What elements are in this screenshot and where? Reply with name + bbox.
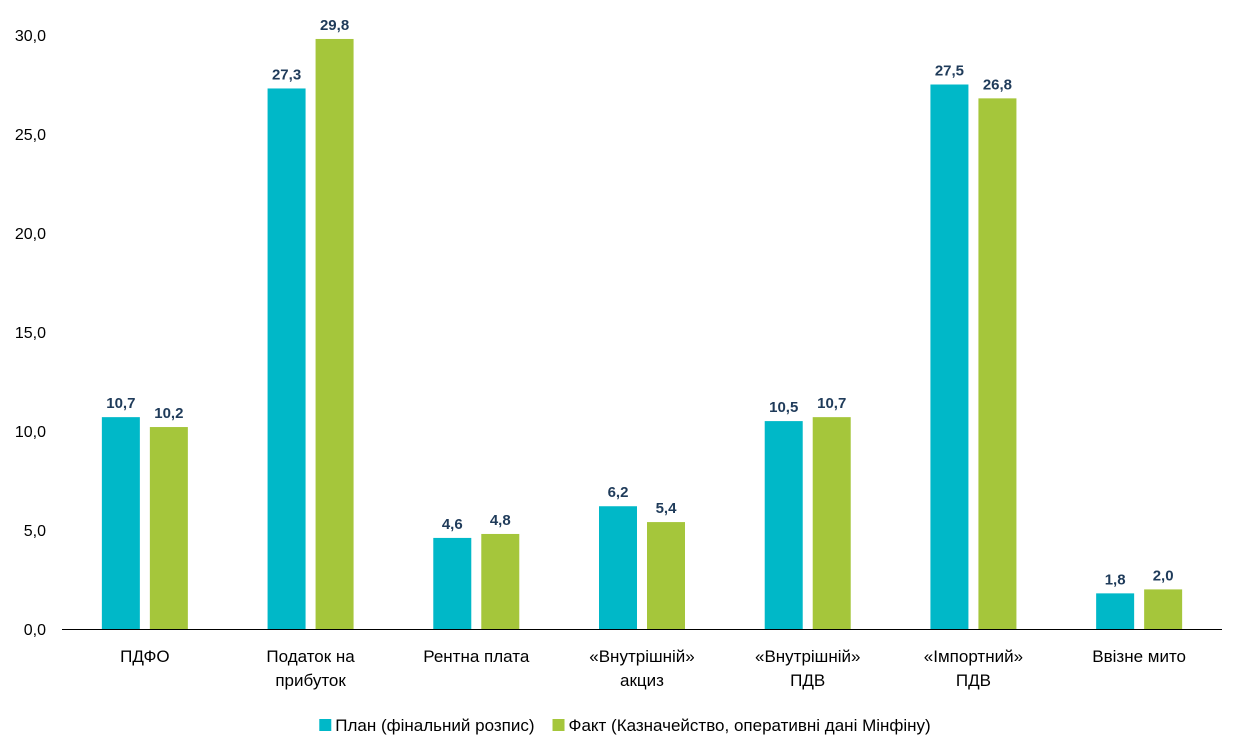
bar-plan	[599, 506, 637, 629]
bar-plan	[930, 84, 969, 629]
data-label: 27,3	[272, 66, 301, 83]
x-category-label: прибуток	[275, 671, 346, 690]
data-label: 10,5	[769, 399, 798, 416]
legend-swatch	[319, 719, 332, 731]
bar-fact	[647, 522, 685, 629]
data-label: 26,8	[983, 76, 1012, 93]
bar-fact	[978, 98, 1017, 630]
x-category-label: Податок на	[266, 647, 355, 666]
data-label: 29,8	[320, 17, 349, 34]
x-category-label: ПДВ	[956, 671, 991, 690]
x-category-label: «Імпортний»	[924, 647, 1023, 666]
data-label: 4,8	[490, 512, 511, 529]
x-category-label: Ввізне мито	[1092, 647, 1186, 666]
x-category-label: Рентна плата	[423, 647, 530, 666]
bar-plan	[1096, 593, 1135, 629]
y-tick-label: 0,0	[24, 622, 46, 639]
y-tick-label: 15,0	[15, 325, 46, 342]
y-tick-label: 25,0	[15, 127, 46, 144]
y-tick-label: 30,0	[15, 28, 46, 45]
y-tick-label: 10,0	[15, 424, 46, 441]
bar-plan	[764, 421, 803, 629]
legend-swatch	[552, 719, 565, 731]
y-tick-label: 20,0	[15, 226, 46, 243]
data-label: 4,6	[442, 516, 463, 533]
y-axis-ticks: 0,0 5,0 10,0 15,0 20,0 25,0 30,0	[15, 28, 46, 639]
legend-label: План (фінальний розпис)	[335, 716, 534, 735]
data-label: 2,0	[1153, 567, 1174, 584]
bar-fact	[315, 38, 354, 629]
bar-fact	[1144, 589, 1183, 629]
legend: План (фінальний розпис) Факт (Казначейств…	[319, 716, 931, 735]
bar-plan	[267, 88, 306, 629]
x-category-label: ПДВ	[790, 671, 825, 690]
data-label: 5,4	[656, 500, 678, 517]
x-category-label: ПДФО	[120, 647, 170, 666]
bar-fact	[149, 427, 188, 629]
data-label: 27,5	[935, 63, 964, 80]
data-label: 1,8	[1105, 571, 1126, 588]
data-label: 10,2	[154, 405, 183, 422]
bars	[101, 38, 1183, 630]
data-label: 10,7	[817, 395, 846, 412]
bar-fact	[481, 533, 520, 629]
bar-fact	[812, 417, 851, 629]
legend-label: Факт (Казначейство, оперативні дані Мінф…	[569, 716, 931, 735]
data-labels: 10,7 10,2 27,3 29,8 4,6 4,8 6,2 5,4 10,5 10,7 27,5…	[106, 17, 1173, 588]
bar-plan	[101, 417, 140, 629]
x-axis-labels: ПДФО Податок на прибуток Рентна плата «Внутр…	[120, 647, 1186, 690]
data-label: 6,2	[608, 484, 629, 501]
data-label: 10,7	[106, 395, 135, 412]
x-category-label: «Внутрішній»	[589, 647, 694, 666]
y-tick-label: 5,0	[24, 523, 46, 540]
x-category-label: «Внутрішній»	[755, 647, 860, 666]
bar-plan	[433, 537, 472, 629]
x-category-label: акциз	[620, 671, 664, 690]
